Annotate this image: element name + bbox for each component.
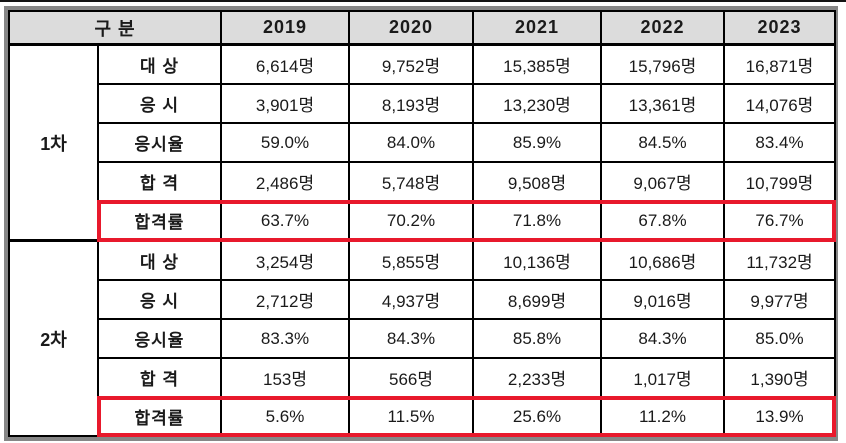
table-row: 응 시 3,901명 8,193명 13,230명 13,361명 14,076… (9, 83, 836, 124)
value-cell: 10,136명 (472, 239, 602, 281)
row-label: 합 격 (97, 161, 222, 202)
value-cell: 13,361명 (600, 83, 725, 124)
table-row-pass-rate-round1: 합격률 63.7% 70.2% 71.8% 67.8% 76.7% (9, 200, 836, 242)
year-header-2020: 2020 (348, 10, 474, 46)
row-label: 합 격 (97, 357, 222, 398)
value-cell: 1,390명 (723, 357, 836, 398)
value-cell: 5,855명 (348, 239, 474, 281)
table-row: 2차 대 상 3,254명 5,855명 10,136명 10,686명 11,… (8, 239, 836, 437)
value-cell: 63.7% (220, 200, 350, 242)
value-cell: 16,871명 (723, 43, 836, 85)
statistics-table: 구 분 2019 2020 2021 2022 2023 1차 대 상 6,61… (8, 10, 836, 437)
value-cell: 85.8% (472, 318, 602, 359)
year-header-2019: 2019 (220, 10, 350, 46)
value-cell: 3,254명 (220, 239, 350, 281)
category-header-cell: 구 분 (8, 10, 222, 46)
value-cell: 5.6% (220, 396, 350, 437)
value-cell: 4,937명 (348, 279, 474, 320)
value-cell: 1,017명 (600, 357, 725, 398)
table-row: 응 시 2,712명 4,937명 8,699명 9,016명 9,977명 (9, 279, 836, 320)
top-border-line (0, 0, 846, 2)
value-cell: 11,732명 (723, 239, 836, 281)
row-label: 응시율 (97, 318, 222, 359)
value-cell: 15,796명 (600, 43, 725, 85)
table-row: 합 격 2,486명 5,748명 9,508명 9,067명 10,799명 (9, 161, 836, 202)
value-cell: 9,977명 (723, 279, 836, 320)
value-cell: 13,230명 (472, 83, 602, 124)
value-cell: 84.0% (348, 122, 474, 163)
value-cell: 83.3% (220, 318, 350, 359)
section-label-round2: 2차 (8, 239, 99, 437)
value-cell: 9,508명 (472, 161, 602, 202)
value-cell: 2,233명 (472, 357, 602, 398)
value-cell: 8,193명 (348, 83, 474, 124)
row-label: 대 상 (97, 43, 222, 85)
year-header-2021: 2021 (472, 10, 602, 46)
value-cell: 566명 (348, 357, 474, 398)
row-label: 응 시 (97, 279, 222, 320)
value-cell: 71.8% (472, 200, 602, 242)
value-cell: 10,686명 (600, 239, 725, 281)
year-header-2023: 2023 (723, 10, 836, 46)
table-row: 응시율 83.3% 84.3% 85.8% 84.3% 85.0% (9, 318, 836, 359)
value-cell: 6,614명 (220, 43, 350, 85)
value-cell: 25.6% (472, 396, 602, 437)
value-cell: 76.7% (723, 200, 836, 242)
row-label: 합격률 (97, 200, 222, 242)
value-cell: 9,016명 (600, 279, 725, 320)
value-cell: 15,385명 (472, 43, 602, 85)
value-cell: 83.4% (723, 122, 836, 163)
table-row: 합 격 153명 566명 2,233명 1,017명 1,390명 (9, 357, 836, 398)
table-row-pass-rate-round2: 합격률 5.6% 11.5% 25.6% 11.2% 13.9% (9, 396, 836, 437)
value-cell: 84.5% (600, 122, 725, 163)
value-cell: 11.5% (348, 396, 474, 437)
value-cell: 85.0% (723, 318, 836, 359)
value-cell: 14,076명 (723, 83, 836, 124)
value-cell: 70.2% (348, 200, 474, 242)
value-cell: 153명 (220, 357, 350, 398)
header-row: 구 분 2019 2020 2021 2022 2023 (8, 10, 836, 46)
value-cell: 59.0% (220, 122, 350, 163)
value-cell: 9,752명 (348, 43, 474, 85)
row-label: 응시율 (97, 122, 222, 163)
value-cell: 9,067명 (600, 161, 725, 202)
table-row: 1차 대 상 6,614명 9,752명 15,385명 15,796명 16,… (8, 43, 836, 242)
value-cell: 85.9% (472, 122, 602, 163)
value-cell: 8,699명 (472, 279, 602, 320)
statistics-table-frame: 구 분 2019 2020 2021 2022 2023 1차 대 상 6,61… (4, 6, 838, 441)
value-cell: 10,799명 (723, 161, 836, 202)
section-label-round1: 1차 (8, 43, 99, 242)
value-cell: 84.3% (348, 318, 474, 359)
value-cell: 5,748명 (348, 161, 474, 202)
row-label: 응 시 (97, 83, 222, 124)
row-label: 대 상 (97, 239, 222, 281)
value-cell: 13.9% (723, 396, 836, 437)
value-cell: 67.8% (600, 200, 725, 242)
value-cell: 11.2% (600, 396, 725, 437)
value-cell: 2,712명 (220, 279, 350, 320)
year-header-2022: 2022 (600, 10, 725, 46)
value-cell: 3,901명 (220, 83, 350, 124)
table-row: 응시율 59.0% 84.0% 85.9% 84.5% 83.4% (9, 122, 836, 163)
value-cell: 84.3% (600, 318, 725, 359)
value-cell: 2,486명 (220, 161, 350, 202)
row-label: 합격률 (97, 396, 222, 437)
